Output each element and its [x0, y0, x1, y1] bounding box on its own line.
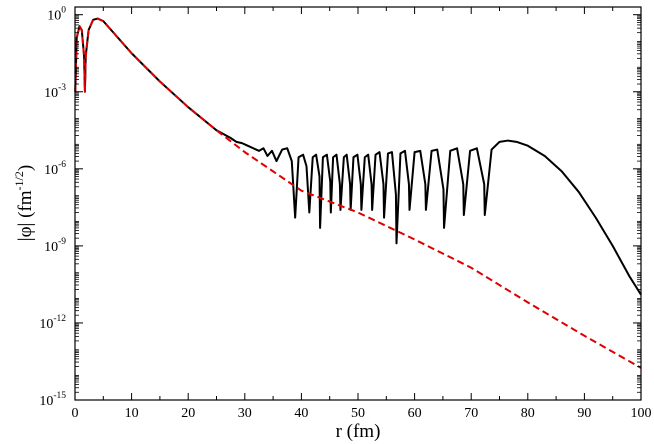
- curves-layer: [74, 17, 642, 369]
- y-axis-title-exponent: -1/2: [12, 171, 26, 190]
- x-tick-label: 50: [351, 406, 365, 421]
- x-tick-label: 80: [521, 406, 535, 421]
- tick-labels-layer: 0 10 20 30 40 50 60 70 80 90 10010010-310-610-910-…: [39, 6, 651, 421]
- y-axis-title: |φ| (fm-1/2): [12, 165, 36, 241]
- x-tick-label: 0: [72, 406, 79, 421]
- y-tick-exponent: -15: [53, 391, 66, 401]
- y-tick-base: 10: [44, 86, 58, 101]
- y-tick-exponent: 0: [61, 6, 66, 16]
- y-tick-base: 10: [47, 9, 61, 24]
- y-axis-title-main: |φ| (fm: [15, 190, 36, 241]
- y-tick-label: 10-9: [44, 237, 66, 255]
- x-tick-label: 90: [577, 406, 591, 421]
- plot-frame: [74, 6, 642, 401]
- x-tick-label: 10: [125, 406, 139, 421]
- y-tick-exponent: -3: [58, 83, 66, 93]
- y-tick-base: 10: [39, 394, 53, 409]
- y-tick-label: 10-6: [44, 160, 66, 178]
- y-tick-base: 10: [44, 163, 58, 178]
- y-tick-label: 10-15: [39, 391, 66, 409]
- x-tick-label: 70: [464, 406, 478, 421]
- x-tick-label: 20: [181, 406, 195, 421]
- x-tick-label: 30: [238, 406, 252, 421]
- x-tick-label: 60: [408, 406, 422, 421]
- y-tick-label: 10-3: [44, 83, 66, 101]
- series-line-dashed: [74, 17, 642, 369]
- y-tick-exponent: -9: [58, 237, 66, 247]
- y-tick-label: 10-12: [39, 314, 66, 332]
- y-axis-title-close: ): [15, 165, 36, 171]
- y-tick-base: 10: [39, 317, 53, 332]
- y-tick-exponent: -12: [53, 314, 66, 324]
- x-axis-title: r (fm): [336, 421, 381, 442]
- y-tick-exponent: -6: [58, 160, 66, 170]
- y-tick-label: 100: [47, 6, 66, 24]
- x-tick-label: 40: [294, 406, 308, 421]
- y-tick-base: 10: [44, 240, 58, 255]
- x-tick-label: 100: [631, 406, 652, 421]
